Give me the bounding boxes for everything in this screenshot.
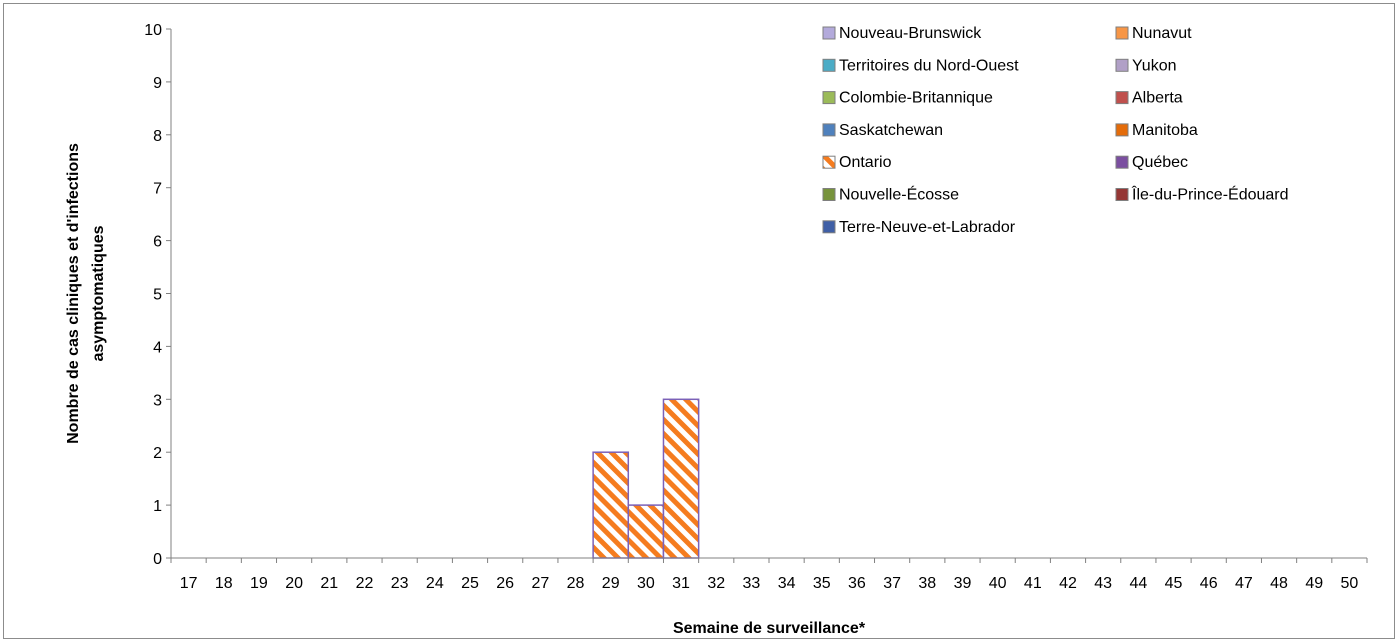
- x-tick-label: 35: [813, 575, 831, 592]
- legend-swatch: [822, 123, 836, 137]
- x-tick-label: 22: [356, 575, 374, 592]
- x-tick-label: 30: [637, 575, 655, 592]
- y-axis-title-line: Nombre de cas cliniques et d'infections: [65, 143, 82, 444]
- x-axis-title: Semaine de surveillance*: [673, 620, 866, 637]
- legend-swatch: [1115, 91, 1129, 105]
- legend-label: Manitoba: [1132, 122, 1198, 139]
- legend-swatch: [822, 188, 836, 201]
- bar: [662, 398, 700, 559]
- x-tick-label: 25: [461, 575, 479, 592]
- legend-swatch: [1115, 58, 1129, 72]
- x-tick-label: 43: [1094, 575, 1112, 592]
- legend-label: Alberta: [1132, 90, 1183, 107]
- legend-item: Alberta: [1115, 90, 1183, 107]
- x-tick-label: 40: [989, 575, 1007, 592]
- legend-swatch: [1115, 155, 1129, 169]
- x-tick-label: 24: [426, 575, 444, 592]
- x-tick-label: 48: [1270, 575, 1288, 592]
- legend-item: Île-du-Prince-Édouard: [1115, 185, 1289, 204]
- legend: Nouveau-Brunswick Nunavut Territoires du N…: [822, 25, 1289, 236]
- legend-item: Québec: [1115, 154, 1188, 171]
- legend-label: Territoires du Nord-Ouest: [839, 57, 1019, 74]
- legend-swatch: [822, 155, 836, 169]
- x-tick-label: 17: [180, 575, 198, 592]
- y-tick-label: 1: [153, 498, 162, 515]
- x-tick-label: 41: [1024, 575, 1042, 592]
- y-tick-label: 7: [153, 181, 162, 198]
- y-tick-label: 8: [153, 128, 162, 145]
- legend-item: Manitoba: [1115, 122, 1198, 139]
- x-tick-label: 28: [567, 575, 585, 592]
- axes: [170, 29, 1367, 559]
- x-axis-title-text: Semaine de surveillance*: [673, 620, 866, 637]
- x-tick-label: 26: [496, 575, 514, 592]
- legend-label: Yukon: [1132, 57, 1176, 74]
- x-tick-label: 39: [954, 575, 972, 592]
- x-tick-label: 29: [602, 575, 620, 592]
- x-tick-label: 37: [883, 575, 901, 592]
- x-tick-label: 18: [215, 575, 233, 592]
- legend-item: Nouveau-Brunswick: [822, 25, 982, 42]
- x-tick-label: 45: [1165, 575, 1183, 592]
- chart-area: Nombre de cas cliniques et d'infections a…: [3, 3, 1395, 639]
- y-axis-ticks: 0 1 2 3 4 5 6 7 8 9 10: [144, 22, 171, 568]
- x-tick-label: 20: [285, 575, 303, 592]
- x-tick-label: 42: [1059, 575, 1077, 592]
- legend-label: Saskatchewan: [839, 122, 943, 139]
- legend-item: Nouvelle-Écosse: [822, 185, 959, 204]
- legend-item: Saskatchewan: [822, 122, 943, 139]
- bar: [627, 504, 665, 559]
- legend-swatch: [1115, 26, 1129, 40]
- y-tick-label: 3: [153, 392, 162, 409]
- legend-swatch: [822, 58, 836, 72]
- y-tick-label: 0: [153, 551, 162, 568]
- legend-item: Territoires du Nord-Ouest: [822, 57, 1019, 74]
- x-tick-label: 47: [1235, 575, 1253, 592]
- y-tick-label: 5: [153, 287, 162, 304]
- y-tick-label: 4: [153, 339, 162, 356]
- legend-label: Île-du-Prince-Édouard: [1131, 185, 1289, 204]
- legend-item: Yukon: [1115, 57, 1176, 74]
- stacked-bar-chart: Nombre de cas cliniques et d'infections a…: [65, 22, 1368, 637]
- legend-label: Nouvelle-Écosse: [839, 185, 959, 204]
- x-tick-label: 33: [743, 575, 761, 592]
- legend-swatch: [822, 91, 836, 105]
- legend-label: Nouveau-Brunswick: [839, 25, 982, 42]
- legend-label: Ontario: [839, 154, 892, 171]
- y-axis-title-line: asymptomatiques: [90, 225, 107, 361]
- legend-label: Colombie-Britannique: [839, 90, 993, 107]
- x-tick-label: 49: [1305, 575, 1323, 592]
- legend-swatch: [822, 26, 836, 40]
- x-tick-label: 44: [1129, 575, 1147, 592]
- x-tick-label: 34: [778, 575, 796, 592]
- y-tick-label: 2: [153, 445, 162, 462]
- legend-swatch: [1115, 123, 1129, 137]
- bars: [592, 398, 700, 559]
- x-tick-label: 19: [250, 575, 268, 592]
- legend-label: Nunavut: [1132, 25, 1192, 42]
- x-tick-label: 36: [848, 575, 866, 592]
- x-tick-label: 50: [1341, 575, 1359, 592]
- legend-item: Colombie-Britannique: [822, 90, 993, 107]
- legend-item: Nunavut: [1115, 25, 1192, 42]
- y-tick-label: 9: [153, 75, 162, 92]
- legend-item: Terre-Neuve-et-Labrador: [822, 219, 1016, 236]
- legend-item: Ontario: [822, 154, 892, 171]
- y-axis-title: Nombre de cas cliniques et d'infections a…: [65, 143, 107, 444]
- legend-label: Québec: [1132, 154, 1188, 171]
- x-tick-label: 38: [918, 575, 936, 592]
- x-tick-label: 21: [320, 575, 338, 592]
- x-tick-label: 31: [672, 575, 690, 592]
- x-axis-ticks: 17 18 19 20 21 22 23 24 25 26 27 28 29 30 31 32 33 34 35 36…: [170, 558, 1368, 592]
- legend-label: Terre-Neuve-et-Labrador: [839, 219, 1016, 236]
- y-tick-label: 10: [144, 22, 162, 39]
- bar: [592, 451, 630, 559]
- legend-swatch: [1115, 188, 1129, 201]
- y-tick-label: 6: [153, 234, 162, 251]
- x-tick-label: 23: [391, 575, 409, 592]
- x-tick-label: 27: [531, 575, 549, 592]
- legend-swatch: [822, 220, 836, 234]
- x-tick-label: 46: [1200, 575, 1218, 592]
- x-tick-label: 32: [707, 575, 725, 592]
